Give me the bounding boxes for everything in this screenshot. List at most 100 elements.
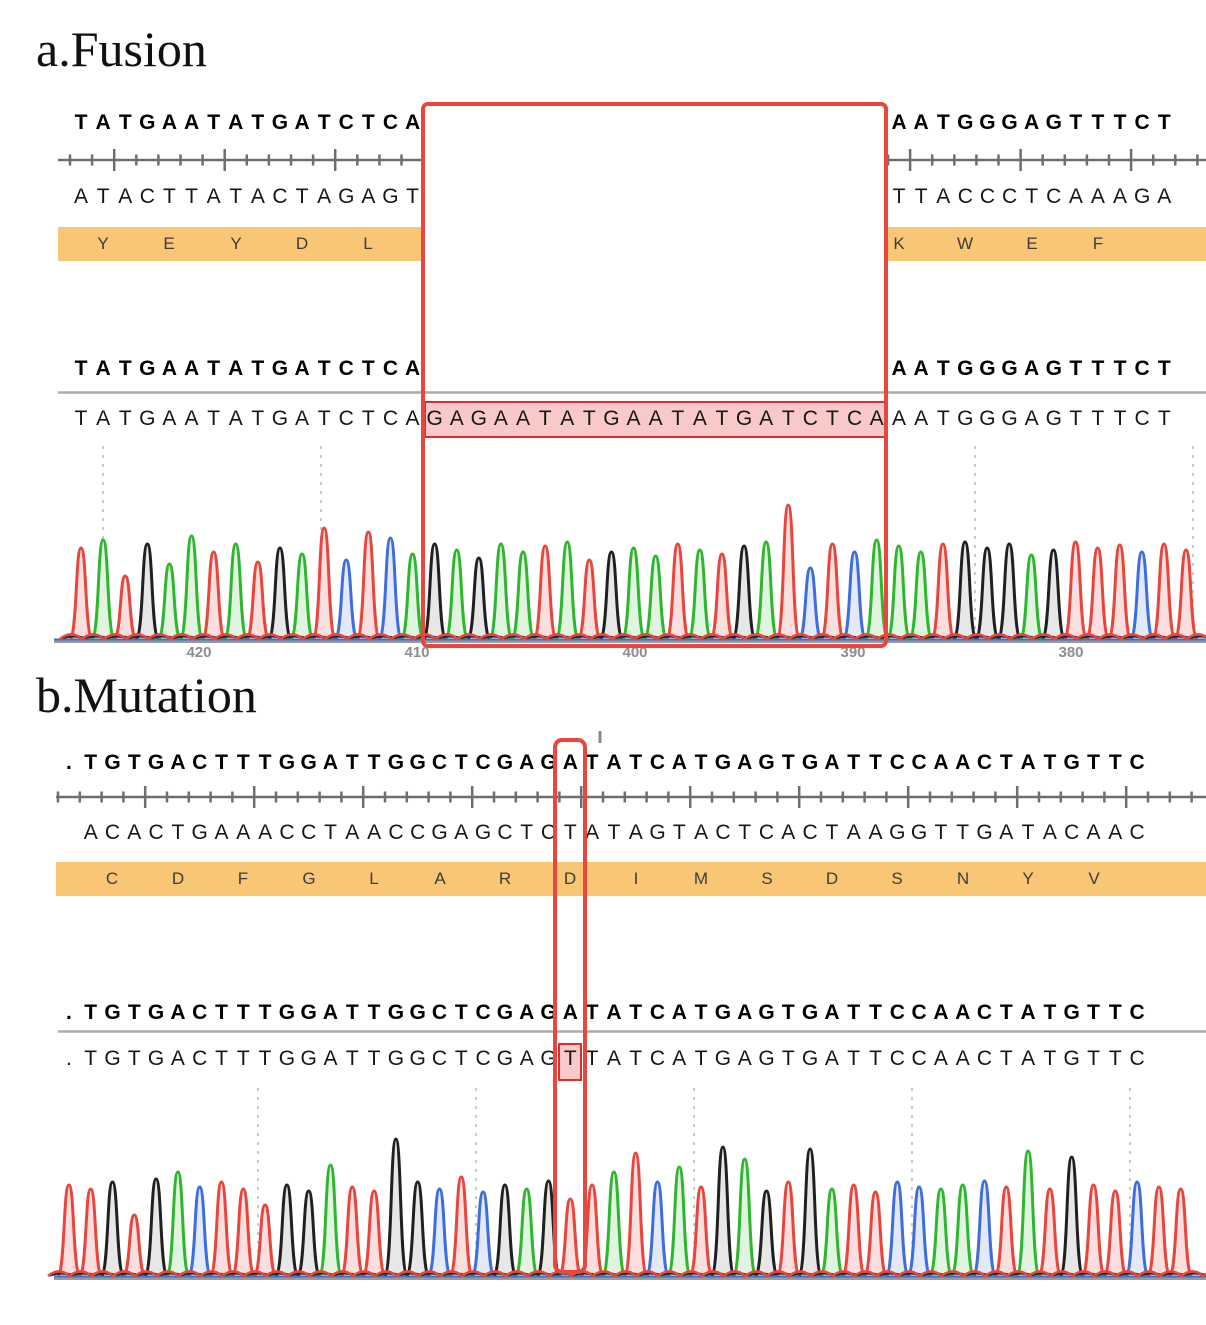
base: C — [497, 821, 513, 844]
base: A — [367, 821, 382, 844]
base: T — [163, 185, 176, 208]
peak-stroke — [317, 1163, 344, 1279]
base: A — [250, 185, 265, 208]
base: T — [629, 1047, 643, 1070]
base: T — [694, 1001, 708, 1024]
base: A — [74, 185, 89, 208]
amino-acid: F — [237, 869, 249, 888]
base: T — [454, 751, 468, 774]
base: T — [1091, 407, 1105, 430]
base: C — [715, 821, 731, 844]
base: A — [671, 1001, 687, 1024]
base: G — [714, 1047, 732, 1070]
base: G — [147, 751, 165, 774]
peak-stroke — [426, 1187, 453, 1279]
base: C — [976, 751, 993, 774]
base: G — [758, 751, 775, 774]
base: C — [104, 821, 121, 844]
base: T — [825, 821, 839, 844]
base: T — [258, 1001, 272, 1024]
base: C — [1129, 1047, 1145, 1070]
peak-stroke — [99, 1180, 126, 1279]
base: T — [127, 751, 141, 774]
base: A — [214, 821, 229, 844]
base: T — [585, 751, 599, 774]
peak-stroke — [222, 542, 250, 642]
base: C — [911, 1001, 927, 1024]
base: A — [95, 111, 111, 134]
base: A — [824, 1001, 840, 1024]
base: A — [628, 821, 643, 844]
base: G — [649, 821, 666, 844]
base: T — [934, 821, 948, 844]
base: A — [606, 1047, 621, 1070]
amino-acid: R — [498, 869, 512, 888]
base: A — [1090, 185, 1105, 208]
peak-stroke — [1014, 1149, 1042, 1279]
amino-acid: Y — [1022, 869, 1034, 888]
base: G — [387, 1047, 405, 1070]
base: G — [1063, 1047, 1080, 1070]
base: . — [65, 1001, 72, 1024]
base: A — [345, 821, 360, 844]
base: T — [317, 357, 331, 380]
peak-stroke — [1150, 542, 1178, 642]
peak-stroke — [77, 1187, 105, 1279]
base: G — [139, 357, 156, 380]
base: G — [1063, 751, 1080, 774]
base: A — [606, 1001, 622, 1024]
peak-stroke — [1039, 548, 1067, 642]
base: A — [170, 1001, 186, 1024]
base: T — [1108, 1047, 1122, 1070]
base: T — [317, 111, 331, 134]
peak-stroke — [491, 1183, 519, 1279]
peak-stroke — [465, 556, 493, 642]
base: A — [258, 821, 273, 844]
base: G — [278, 751, 296, 774]
base: T — [236, 751, 250, 774]
base: G — [714, 751, 732, 774]
peak-stroke — [995, 542, 1023, 642]
base: A — [322, 1001, 339, 1024]
base: G — [801, 751, 819, 774]
base: A — [96, 407, 111, 430]
base: A — [1086, 821, 1101, 844]
peak-stroke — [841, 550, 869, 642]
peak-stroke — [752, 540, 780, 642]
base: T — [1069, 111, 1083, 134]
peak-stroke — [89, 538, 117, 642]
peak-stroke — [399, 552, 427, 642]
base: A — [170, 1047, 185, 1070]
base: T — [999, 1001, 1013, 1024]
peak-stroke — [1084, 546, 1112, 642]
base: A — [519, 1001, 535, 1024]
base: G — [387, 1001, 405, 1024]
base: G — [1001, 357, 1018, 380]
base: A — [869, 407, 884, 430]
base: A — [781, 821, 796, 844]
base: A — [933, 751, 949, 774]
base: T — [361, 357, 375, 380]
base: A — [516, 407, 531, 430]
peak-stroke — [251, 1203, 279, 1279]
base: T — [1043, 1001, 1057, 1024]
base: T — [629, 1001, 643, 1024]
base: C — [911, 751, 927, 774]
peak-stroke — [531, 544, 559, 642]
base: A — [562, 1001, 578, 1024]
peak-stroke — [665, 1165, 693, 1279]
peak-stroke — [447, 1175, 475, 1279]
base: T — [1069, 357, 1083, 380]
peak-stroke — [556, 1197, 584, 1279]
amino-acid: I — [633, 869, 639, 888]
base: G — [191, 821, 208, 844]
base: T — [236, 1001, 250, 1024]
base: T — [215, 1001, 228, 1024]
base: A — [405, 407, 420, 430]
base: G — [910, 821, 928, 844]
peak-stroke — [992, 1185, 1020, 1279]
read-b-mutation: T — [0, 1044, 1206, 1074]
